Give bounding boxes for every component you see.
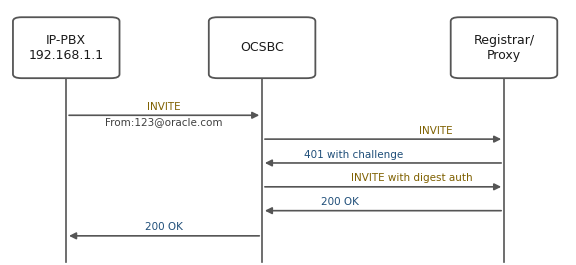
Text: OCSBC: OCSBC [240, 41, 284, 54]
FancyBboxPatch shape [13, 17, 120, 78]
Text: Registrar/
Proxy: Registrar/ Proxy [473, 34, 535, 62]
FancyBboxPatch shape [209, 17, 316, 78]
Text: From:123@oracle.com: From:123@oracle.com [105, 117, 223, 127]
Text: IP-PBX
192.168.1.1: IP-PBX 192.168.1.1 [29, 34, 104, 62]
Text: 200 OK: 200 OK [145, 222, 183, 232]
Text: 401 with challenge: 401 with challenge [304, 149, 404, 160]
Text: 200 OK: 200 OK [321, 197, 358, 207]
Text: INVITE: INVITE [147, 102, 181, 112]
FancyBboxPatch shape [450, 17, 557, 78]
Text: INVITE with digest auth: INVITE with digest auth [351, 173, 473, 183]
Text: INVITE: INVITE [419, 126, 453, 136]
